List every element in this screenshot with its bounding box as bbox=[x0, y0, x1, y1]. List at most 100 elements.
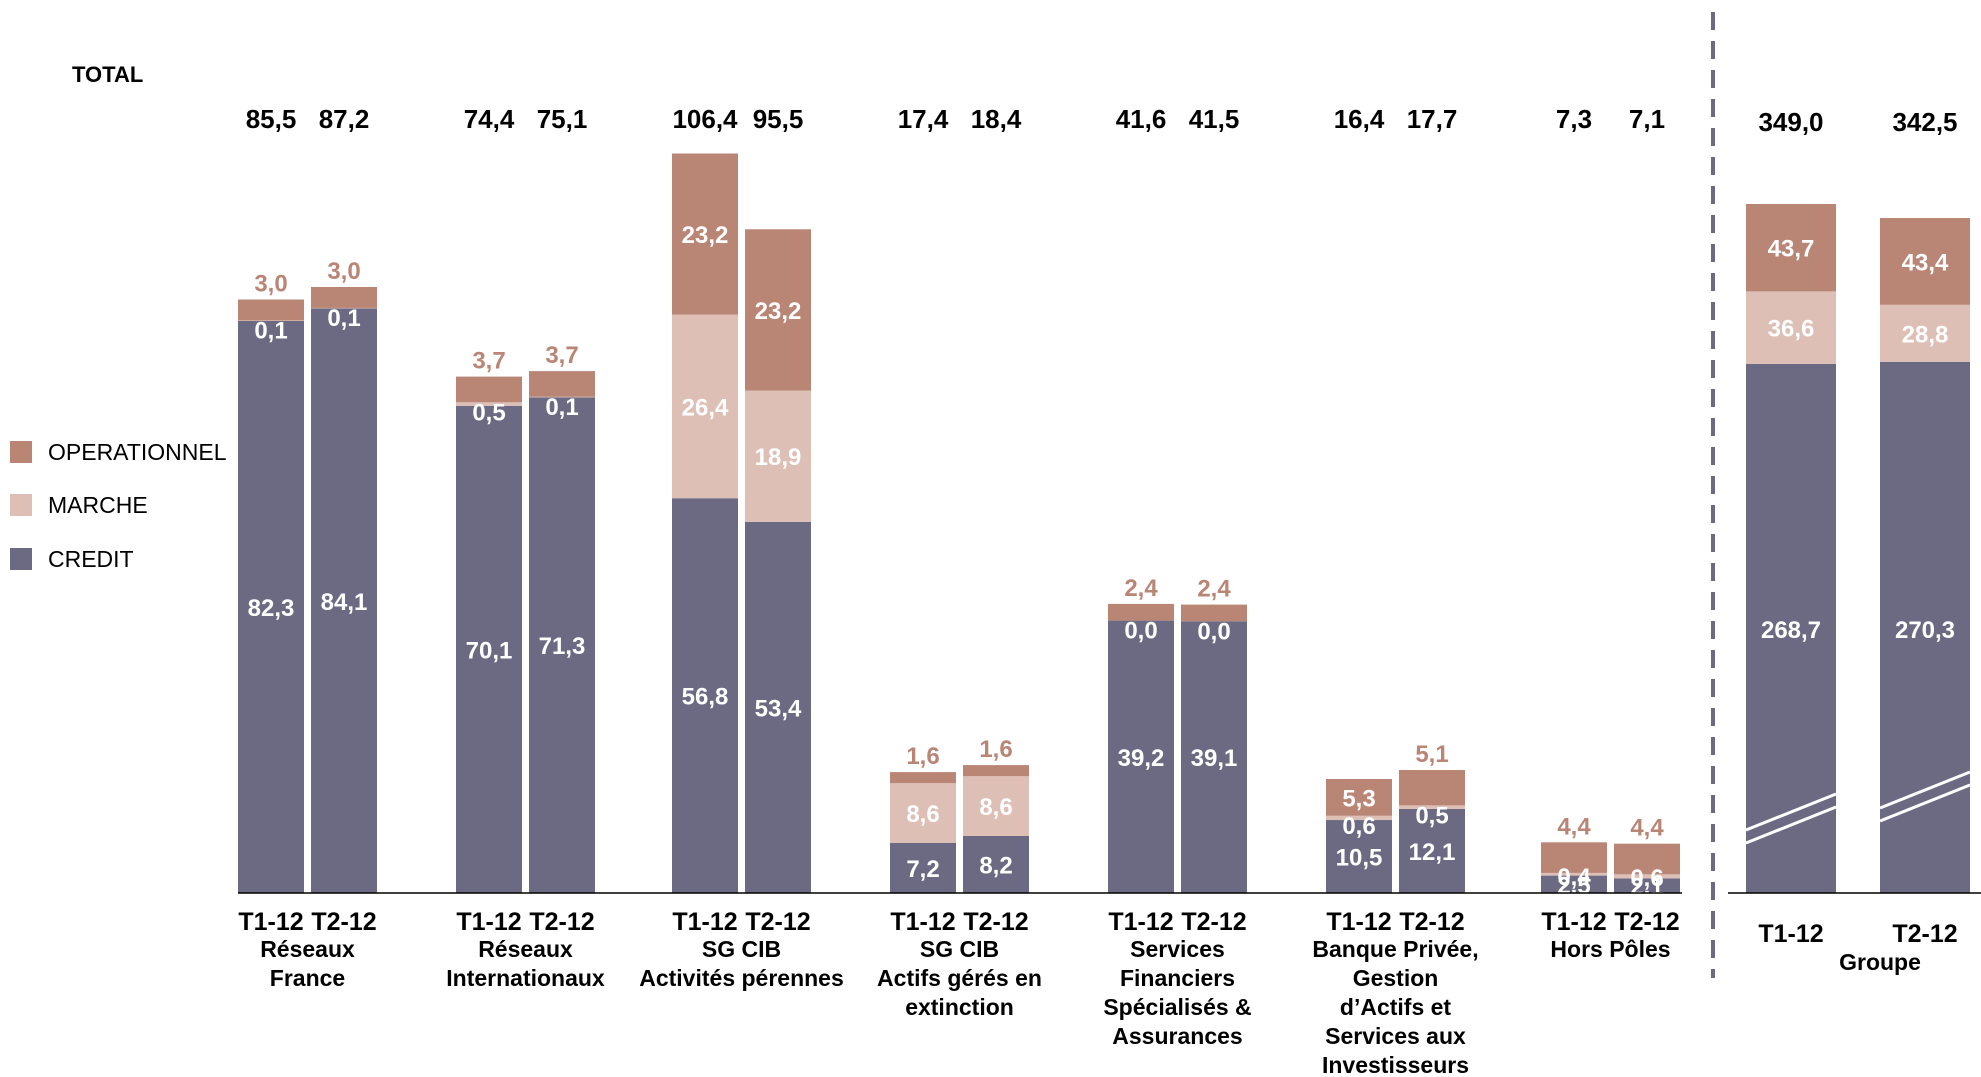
category-label: Investisseurs bbox=[1322, 1052, 1469, 1077]
value-label-operationnel: 4,4 bbox=[1630, 815, 1664, 842]
legend-label-operationnel: OPERATIONNEL bbox=[48, 439, 227, 465]
bar-segment-marche bbox=[963, 776, 1029, 836]
value-label-operationnel: 2,4 bbox=[1197, 576, 1231, 603]
category-label: extinction bbox=[905, 994, 1014, 1020]
value-label-credit: 82,3 bbox=[248, 595, 295, 622]
bar-segment-operationnel bbox=[672, 153, 738, 315]
total-value: 75,1 bbox=[537, 104, 588, 134]
value-label-marche: 0,1 bbox=[545, 394, 578, 421]
value-label-credit: 10,5 bbox=[1336, 845, 1383, 872]
total-row-label: TOTAL bbox=[72, 62, 143, 87]
total-value: 342,5 bbox=[1892, 107, 1957, 137]
period-label: T2-12 bbox=[1614, 908, 1679, 936]
category-label: Gestion bbox=[1353, 965, 1439, 991]
value-label-marche: 0,5 bbox=[472, 399, 505, 426]
value-label-credit: 7,2 bbox=[906, 856, 939, 883]
bar-segment-marche bbox=[1326, 815, 1392, 821]
value-label-marche: 26,4 bbox=[682, 395, 729, 422]
value-label-credit: 2,5 bbox=[1557, 872, 1590, 899]
value-label-operationnel: 23,2 bbox=[755, 298, 802, 325]
bar-segment-credit bbox=[963, 836, 1029, 893]
bar-segment-credit bbox=[238, 321, 304, 893]
bar-segment-operationnel bbox=[963, 765, 1029, 777]
value-label-operationnel: 3,0 bbox=[327, 258, 360, 285]
value-label-operationnel: 23,2 bbox=[682, 222, 729, 249]
period-label: T2-12 bbox=[1181, 908, 1246, 936]
value-label-credit: 270,3 bbox=[1895, 617, 1955, 644]
total-value: 85,5 bbox=[246, 104, 297, 134]
category-label: d’Actifs et bbox=[1340, 994, 1452, 1020]
value-label-credit: 84,1 bbox=[321, 589, 368, 616]
total-value: 18,4 bbox=[971, 104, 1022, 134]
bar-segment-operationnel bbox=[456, 376, 522, 403]
value-label-marche: 0,0 bbox=[1124, 618, 1157, 645]
total-value: 16,4 bbox=[1334, 104, 1385, 134]
bar-segment-marche bbox=[238, 320, 304, 321]
bar-segment-marche bbox=[1541, 872, 1607, 876]
period-label: T2-12 bbox=[1399, 908, 1464, 936]
axis-break-mark bbox=[1745, 805, 1837, 845]
value-label-operationnel: 3,0 bbox=[254, 271, 287, 298]
total-value: 7,3 bbox=[1556, 104, 1592, 134]
period-label: T1-12 bbox=[238, 908, 303, 936]
value-label-credit: 268,7 bbox=[1761, 617, 1821, 644]
period-label: T1-12 bbox=[1541, 908, 1606, 936]
category-label: France bbox=[270, 965, 345, 991]
period-label: T1-12 bbox=[456, 908, 521, 936]
category-label: Hors Pôles bbox=[1550, 936, 1670, 962]
bar-segment-credit bbox=[1399, 808, 1465, 893]
bar-segment-operationnel bbox=[1399, 770, 1465, 806]
value-label-marche: 0,5 bbox=[1415, 802, 1448, 829]
total-value: 74,4 bbox=[464, 104, 515, 134]
total-value: 41,5 bbox=[1189, 104, 1240, 134]
value-label-marche: 0,1 bbox=[254, 317, 287, 344]
period-label: T2-12 bbox=[745, 908, 810, 936]
value-label-operationnel: 5,3 bbox=[1342, 785, 1375, 812]
bar-segment-credit bbox=[890, 843, 956, 893]
value-label-marche: 36,6 bbox=[1768, 316, 1815, 343]
total-value: 349,0 bbox=[1758, 107, 1823, 137]
bar-segment-marche bbox=[745, 390, 811, 522]
bar-segment-operationnel bbox=[1880, 218, 1970, 305]
value-label-marche: 28,8 bbox=[1902, 321, 1949, 348]
value-label-credit: 56,8 bbox=[682, 684, 729, 711]
value-label-operationnel: 2,4 bbox=[1124, 575, 1158, 602]
axis-break-mark bbox=[1879, 783, 1971, 823]
value-label-operationnel: 43,4 bbox=[1902, 249, 1949, 276]
value-label-credit: 39,2 bbox=[1118, 745, 1165, 772]
axis-break-mark bbox=[1745, 792, 1837, 832]
bar-segment-credit bbox=[1108, 620, 1174, 893]
category-label: SG CIB bbox=[702, 936, 781, 962]
total-value: 41,6 bbox=[1116, 104, 1167, 134]
bar-segment-operationnel bbox=[1541, 842, 1607, 873]
bar-segment-credit bbox=[672, 498, 738, 893]
legend-swatch-marche bbox=[10, 494, 32, 516]
chart-marks: 82,30,13,085,5T1-1284,10,13,087,2T2-12Ré… bbox=[238, 104, 1971, 1077]
value-label-credit: 2,1 bbox=[1630, 874, 1663, 901]
bar-segment-operationnel bbox=[311, 287, 377, 308]
bar-segment-operationnel bbox=[890, 772, 956, 784]
value-label-operationnel: 3,7 bbox=[472, 348, 505, 375]
period-label: T2-12 bbox=[1892, 920, 1957, 948]
total-value: 17,4 bbox=[898, 104, 949, 134]
period-label: T2-12 bbox=[963, 908, 1028, 936]
category-label: Activités pérennes bbox=[639, 965, 844, 991]
total-value: 106,4 bbox=[672, 104, 738, 134]
bar-segment-marche bbox=[529, 396, 595, 398]
bar-segment-credit bbox=[745, 521, 811, 893]
value-label-operationnel: 4,4 bbox=[1557, 813, 1591, 840]
legend-label-credit: CREDIT bbox=[48, 546, 134, 572]
value-label-marche: 18,9 bbox=[755, 444, 802, 471]
bar-segment-credit bbox=[311, 308, 377, 893]
bar-segment-operationnel bbox=[1614, 843, 1680, 875]
period-label: T1-12 bbox=[1326, 908, 1391, 936]
value-label-credit: 53,4 bbox=[755, 695, 802, 722]
value-label-credit: 8,2 bbox=[979, 853, 1012, 880]
category-label: Financiers bbox=[1120, 965, 1235, 991]
category-label: Réseaux bbox=[260, 936, 355, 962]
category-label: Actifs gérés en bbox=[877, 965, 1042, 991]
bar-segment-marche bbox=[1399, 805, 1465, 809]
value-label-marche: 0,6 bbox=[1342, 813, 1375, 840]
legend-swatch-credit bbox=[10, 548, 32, 570]
value-label-credit: 71,3 bbox=[539, 633, 586, 660]
